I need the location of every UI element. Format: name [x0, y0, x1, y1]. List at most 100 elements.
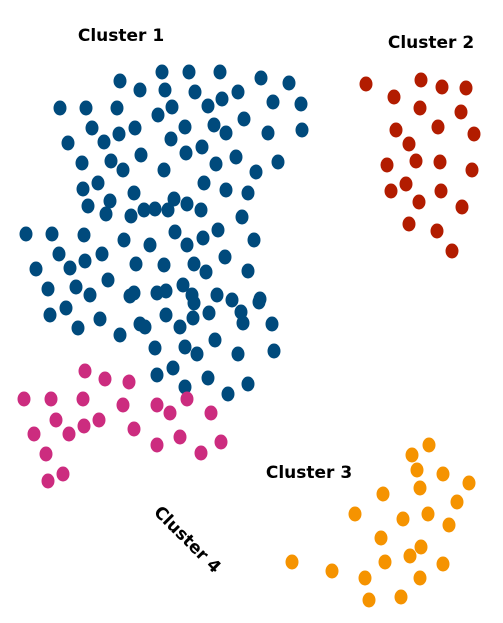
cluster-1-point-99: [138, 319, 152, 335]
cluster-4-point-3: [122, 374, 136, 390]
cluster-1-point-38: [104, 153, 118, 169]
cluster-1-point-95: [43, 307, 57, 323]
cluster-1-point-11: [158, 82, 172, 98]
cluster-1-point-10: [133, 82, 147, 98]
cluster-1-point-89: [176, 277, 190, 293]
cluster-4-point-24: [41, 473, 55, 489]
cluster-4-point-13: [92, 412, 106, 428]
cluster-4-point-2: [98, 371, 112, 387]
cluster-1-point-35: [229, 149, 243, 165]
cluster-1-point-1: [113, 73, 127, 89]
cluster-3-point-6: [462, 475, 476, 491]
cluster-3-point-8: [450, 494, 464, 510]
cluster-1-point-117: [150, 367, 164, 383]
cluster-1-point-101: [173, 319, 187, 335]
cluster-1-point-82: [69, 279, 83, 295]
cluster-1-point-108: [71, 320, 85, 336]
cluster-1-point-118: [201, 370, 215, 386]
cluster-1-point-96: [59, 300, 73, 316]
cluster-1-point-74: [129, 256, 143, 272]
cluster-1-point-113: [208, 332, 222, 348]
cluster-1-point-8: [79, 100, 93, 116]
cluster-1-point-16: [266, 94, 280, 110]
cluster-1-point-6: [282, 75, 296, 91]
cluster-4-point-23: [56, 466, 70, 482]
cluster-1-point-53: [124, 208, 138, 224]
cluster-1-point-77: [199, 264, 213, 280]
cluster-1-point-112: [190, 346, 204, 362]
cluster-4-point-4: [17, 391, 31, 407]
cluster-4-label: Cluster 4: [149, 502, 224, 577]
cluster-1-point-5: [254, 70, 268, 86]
cluster-1-point-66: [180, 237, 194, 253]
cluster-2-point-20: [455, 199, 469, 215]
cluster-1-point-27: [261, 125, 275, 141]
cluster-1-point-22: [112, 126, 126, 142]
cluster-3-point-7: [376, 486, 390, 502]
cluster-1-point-62: [77, 227, 91, 243]
cluster-1-point-115: [267, 343, 281, 359]
cluster-1-point-68: [211, 222, 225, 238]
cluster-2-point-1: [359, 76, 373, 92]
cluster-3-point-5: [413, 480, 427, 496]
cluster-1-point-119: [241, 376, 255, 392]
cluster-1-point-84: [101, 272, 115, 288]
cluster-3-point-3: [410, 462, 424, 478]
cluster-1-point-26: [237, 111, 251, 127]
cluster-1-point-14: [215, 91, 229, 107]
cluster-3-point-1: [422, 437, 436, 453]
cluster-1-point-12: [188, 84, 202, 100]
cluster-1-point-23: [128, 120, 142, 136]
cluster-1-point-92: [210, 287, 224, 303]
cluster-4-point-10: [204, 405, 218, 421]
cluster-1-point-29: [61, 135, 75, 151]
cluster-3-point-22: [362, 592, 376, 608]
cluster-1-point-107: [265, 316, 279, 332]
cluster-2-point-14: [433, 154, 447, 170]
cluster-1-point-40: [157, 162, 171, 178]
cluster-1-point-47: [241, 185, 255, 201]
cluster-3-label: Cluster 3: [266, 463, 352, 483]
cluster-1-point-80: [29, 261, 43, 277]
cluster-2-point-19: [412, 194, 426, 210]
cluster-1-point-97: [93, 311, 107, 327]
cluster-2-point-12: [380, 157, 394, 173]
cluster-1-point-37: [75, 155, 89, 171]
cluster-1-point-121: [221, 386, 235, 402]
cluster-2-point-7: [454, 104, 468, 120]
cluster-2-point-9: [431, 119, 445, 135]
cluster-1-point-114: [231, 346, 245, 362]
cluster-1-point-28: [295, 122, 309, 138]
cluster-3-point-19: [436, 556, 450, 572]
cluster-1-point-54: [137, 202, 151, 218]
cluster-1-point-2: [155, 64, 169, 80]
cluster-1-point-36: [271, 154, 285, 170]
cluster-1-point-58: [194, 202, 208, 218]
cluster-1-point-91: [187, 295, 201, 311]
cluster-2-label: Cluster 2: [388, 33, 474, 53]
cluster-3-point-14: [414, 539, 428, 555]
cluster-4-point-12: [49, 412, 63, 428]
cluster-1-point-42: [249, 164, 263, 180]
cluster-3-point-11: [421, 506, 435, 522]
cluster-1-point-4: [213, 64, 227, 80]
cluster-4-point-18: [173, 429, 187, 445]
cluster-1-point-55: [148, 201, 162, 217]
cluster-2-point-2: [414, 72, 428, 88]
cluster-1-point-72: [78, 253, 92, 269]
cluster-1-point-110: [148, 340, 162, 356]
cluster-4-point-20: [214, 434, 228, 450]
cluster-1-point-43: [76, 181, 90, 197]
cluster-1-point-33: [179, 145, 193, 161]
cluster-1-point-24: [207, 117, 221, 133]
cluster-1-point-52: [99, 206, 113, 222]
cluster-2-point-5: [387, 89, 401, 105]
cluster-4-point-19: [150, 437, 164, 453]
cluster-4-point-5: [44, 391, 58, 407]
cluster-1-point-102: [186, 310, 200, 326]
cluster-1-point-70: [52, 246, 66, 262]
cluster-2-point-13: [409, 153, 423, 169]
cluster-3-point-10: [396, 511, 410, 527]
cluster-2-point-16: [399, 176, 413, 192]
cluster-1-point-60: [19, 226, 33, 242]
